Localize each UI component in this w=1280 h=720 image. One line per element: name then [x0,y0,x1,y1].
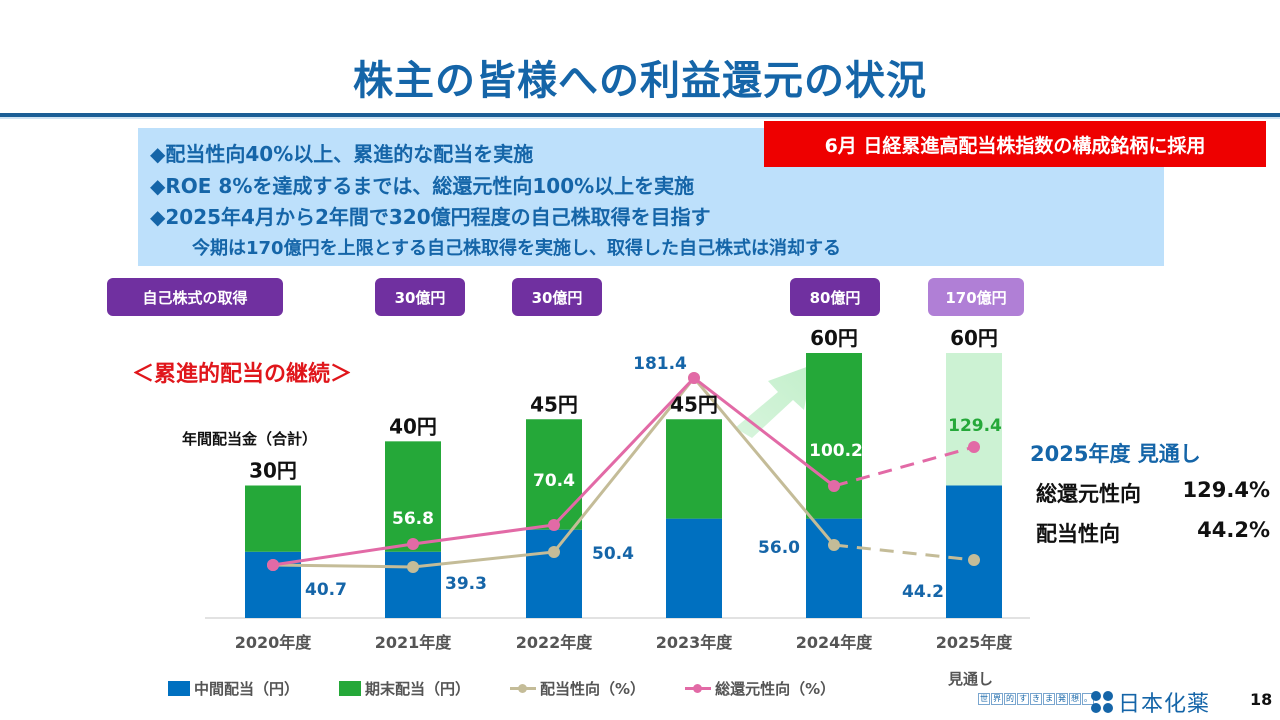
total-return-label: 56.8 [392,509,434,529]
forecast-label: 配当性向 [1036,522,1120,546]
x-axis-tick-label: 2023年度 [656,633,734,652]
total-return-forecast-line [833,445,975,488]
forecast-row-payout: 配当性向 44.2% [1036,518,1270,548]
legend-item-year-end: 期末配当（円） [339,678,470,699]
total-return-label: 70.4 [533,471,575,491]
total-return-point [688,372,700,384]
tagline-char: す [1017,693,1029,705]
policy-line-2: ◆ROE 8%を達成するまでは、総還元性向100%以上を実施 [150,174,695,198]
tagline-char: 発 [1056,693,1068,705]
bar-total-label: 45円 [670,392,718,416]
tagline-char: 的 [1004,693,1016,705]
payout-ratio-label: 40.7 [305,580,347,600]
forecast-summary: 2025年度 見通し 総還元性向 129.4% 配当性向 44.2% [1030,438,1270,548]
bar-interim-dividend [946,485,1002,618]
payout-ratio-point [828,539,840,551]
payout-ratio-point [968,554,980,566]
legend-label: 配当性向（%） [540,680,646,698]
legend-swatch [339,681,362,696]
bar-year-end-dividend [385,441,441,552]
annual-dividend-label: 年間配当金（合計） [182,430,318,448]
payout-ratio-label: 44.2 [902,582,944,602]
legend-label: 総還元性向（%） [715,680,836,698]
x-axis-tick-label: 2024年度 [796,633,874,652]
company-logo-icon [1091,691,1113,713]
forecast-title: 2025年度 見通し [1030,442,1201,466]
policy-sub-line: 今期は170億円を上限とする自己株取得を実施し、取得した自己株式は消却する [192,238,842,259]
total-return-point [828,480,840,492]
company-name: 日本化薬 [1118,692,1211,717]
bar-total-label: 30円 [249,459,297,483]
tagline-char: き [1030,693,1042,705]
buyback-label: 自己株式の取得 [107,278,283,316]
total-return-label: 100.2 [809,441,863,461]
x-axis-tick-label: 2022年度 [516,633,594,652]
buyback-amount-2025-forecast: 170億円 [928,278,1024,316]
payout-ratio-forecast-line [833,543,975,562]
payout-ratio-label: 50.4 [592,544,634,564]
total-return-point [968,441,980,453]
index-inclusion-banner: 6月 日経累進高配当株指数の構成銘柄に採用 [764,121,1266,167]
x-axis-tick-label: 2025年度 [936,633,1014,652]
legend-swatch [510,681,537,696]
forecast-value: 129.4% [1182,478,1270,502]
company-logo: 日本化薬 [1090,686,1210,718]
page-title: 株主の皆様への利益還元の状況 [353,58,927,104]
buyback-amount-2024: 80億円 [790,278,880,316]
bar-total-label: 45円 [530,392,578,416]
section-heading: ＜累進的配当の継続＞ [132,362,353,387]
forecast-row-total-return: 総還元性向 129.4% [1036,478,1270,508]
buyback-amount-2022: 30億円 [512,278,602,316]
bar-year-end-dividend [946,353,1002,486]
bar-year-end-dividend [526,419,582,530]
chart-legend: 中間配当（円） 期末配当（円） 配当性向（%） 総還元性向（%） [168,678,875,699]
payout-ratio-point [548,546,560,558]
legend-label: 期末配当（円） [365,680,471,698]
forecast-label: 総還元性向 [1036,482,1141,506]
title-divider [0,113,1280,117]
tagline-char: 界 [991,693,1003,705]
tagline-char: 世 [978,693,990,705]
forecast-tag: 見通し [948,670,994,688]
legend-swatch [168,681,190,696]
bar-interim-dividend [806,518,862,618]
total-return-point [267,559,279,571]
payout-ratio-point [407,561,419,573]
x-axis-tick-label: 2021年度 [375,633,453,652]
legend-item-interim: 中間配当（円） [168,678,299,699]
total-return-point [548,519,560,531]
policy-line-3: ◆2025年4月から2年間で320億円程度の自己株取得を目指す [150,205,711,229]
tagline-char: ま [1043,693,1055,705]
payout-ratio-label: 39.3 [445,574,487,594]
legend-label: 中間配当（円） [194,680,300,698]
bar-year-end-dividend [806,353,862,519]
total-return-label: 129.4 [948,416,1002,436]
bar-total-label: 40円 [389,414,437,438]
policy-line-1: ◆配当性向40%以上、累進的な配当を実施 [150,142,534,166]
page-number: 18 [1250,690,1273,709]
title-divider-shadow [0,117,1280,119]
forecast-value: 44.2% [1197,518,1270,542]
bar-interim-dividend [666,518,722,618]
bar-total-label: 60円 [810,326,858,350]
buyback-amount-2021: 30億円 [375,278,465,316]
bar-total-label: 60円 [950,326,998,350]
payout-ratio-label: 56.0 [758,538,800,558]
legend-item-payout-ratio: 配当性向（%） [510,678,645,699]
total-return-point [407,538,419,550]
legend-swatch [685,681,712,696]
x-axis-tick-label: 2020年度 [235,633,313,652]
legend-item-total-return: 総還元性向（%） [685,678,835,699]
growth-arrow-icon [735,365,812,438]
company-tagline: 世界的すきま発想。 [978,693,1094,705]
bar-year-end-dividend [666,419,722,519]
total-return-label: 181.4 [633,354,687,374]
tagline-char: 想 [1069,693,1081,705]
bar-year-end-dividend [245,485,301,552]
bar-interim-dividend [526,529,582,618]
